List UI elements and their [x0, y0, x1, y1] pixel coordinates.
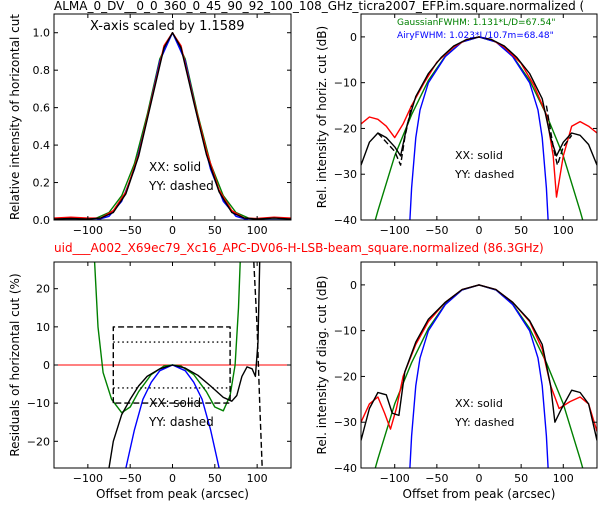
series-line-solid_series-6 [253, 262, 263, 468]
x-tick-label: 0 [169, 472, 176, 485]
x-tick-label: 0 [476, 472, 483, 485]
x-tick-label: 0 [169, 224, 176, 237]
series-line-solid_series-3 [112, 326, 231, 404]
airy-fwhm-label: AiryFWHM: 1.023*L/10.7m=68.48" [397, 31, 554, 41]
gaussian-fwhm-label: GaussianFWHM: 1.131*L/D=67.54" [397, 18, 555, 28]
x-tick-label: 50 [514, 224, 528, 237]
y-tick-label: −30 [334, 168, 357, 181]
y-tick-label: 0 [43, 359, 50, 372]
y-tick-label: −20 [334, 370, 357, 383]
x-tick-label: 100 [553, 224, 574, 237]
y-tick-label: −20 [334, 122, 357, 135]
y-tick-label: 0.0 [33, 214, 51, 227]
y-axis-label: Rel. intensity of diag. cut (dB) [315, 276, 329, 455]
y-tick-label: 0.8 [33, 64, 51, 77]
x-axis-label: Offset from peak (arcsec) [403, 487, 556, 501]
legend-text: YY: dashed [148, 179, 214, 193]
x-tick-label: −50 [425, 472, 448, 485]
x-tick-label: 0 [476, 224, 483, 237]
y-tick-label: −30 [334, 416, 357, 429]
y-tick-label: 0.4 [33, 139, 51, 152]
series-line-solid_series-3 [361, 36, 597, 166]
series-line-solid_series-2 [108, 262, 261, 468]
y-tick-label: 0 [350, 279, 357, 292]
y-tick-label: 1.0 [33, 27, 51, 40]
legend-text: XX: solid [149, 160, 201, 174]
y-tick-label: 20 [36, 283, 50, 296]
x-axis-label: Offset from peak (arcsec) [96, 487, 249, 501]
chart-panel-top_left: −100 −50 0 50 100 0.0 0.2 0.4 0.6 0.8 1.0 Relative … [8, 13, 292, 237]
series-line-airy-1 [409, 36, 549, 220]
plot-area [54, 262, 291, 468]
y-tick-label: 0.6 [33, 102, 51, 115]
series-line-solid_series-3 [54, 32, 291, 220]
x-tick-label: −100 [380, 472, 410, 485]
scale-annotation: X-axis scaled by 1.1589 [90, 19, 245, 34]
x-tick-label: −100 [73, 224, 103, 237]
plot-area [361, 36, 597, 220]
middle-title: uid___A002_X69ec79_Xc16_APC-DV06-H-LSB-b… [54, 241, 544, 255]
legend-text: YY: dashed [148, 415, 214, 429]
y-axis-label: Rel. intensity of horiz. cut (dB) [315, 26, 329, 208]
plot-area [361, 284, 597, 468]
series-line-airy-1 [409, 284, 549, 468]
x-tick-label: 50 [514, 472, 528, 485]
legend-text: XX: solid [149, 396, 201, 410]
x-tick-label: 100 [247, 224, 268, 237]
axes-frame [360, 13, 598, 221]
legend-text: XX: solid [455, 149, 503, 162]
legend-text: YY: dashed [454, 168, 514, 181]
x-tick-label: 100 [553, 472, 574, 485]
y-tick-label: −40 [334, 214, 357, 227]
y-tick-label: −20 [27, 435, 50, 448]
axes-frame [360, 261, 598, 469]
x-tick-label: −100 [73, 472, 103, 485]
y-axis-label: Relative intensity of horizontal cut [8, 14, 22, 220]
y-tick-label: −10 [27, 397, 50, 410]
top-title: ALMA_0_DV__0_0_360_0_45_90_92_100_108_GH… [54, 0, 584, 13]
y-tick-label: 0 [350, 31, 357, 44]
x-tick-label: 50 [208, 224, 222, 237]
series-line-solid_series-4 [377, 105, 413, 166]
y-axis-label: Residuals of horizontal cut (%) [8, 273, 22, 456]
series-line-solid_series-3 [361, 284, 597, 441]
y-tick-label: 10 [36, 321, 50, 334]
x-tick-label: −50 [119, 224, 142, 237]
x-tick-label: −50 [119, 472, 142, 485]
legend-text: XX: solid [455, 397, 503, 410]
x-tick-label: 100 [247, 472, 268, 485]
x-tick-label: 50 [208, 472, 222, 485]
series-line-solid_series-5 [545, 105, 573, 166]
series-line-gaussian-0 [93, 262, 241, 414]
y-tick-label: −10 [334, 325, 357, 338]
y-tick-label: 0.2 [33, 177, 51, 190]
x-tick-label: −50 [425, 224, 448, 237]
legend-text: YY: dashed [454, 416, 514, 429]
y-tick-label: −40 [334, 462, 357, 475]
y-tick-label: −10 [334, 77, 357, 90]
plot-area [54, 32, 291, 220]
x-tick-label: −100 [380, 224, 410, 237]
